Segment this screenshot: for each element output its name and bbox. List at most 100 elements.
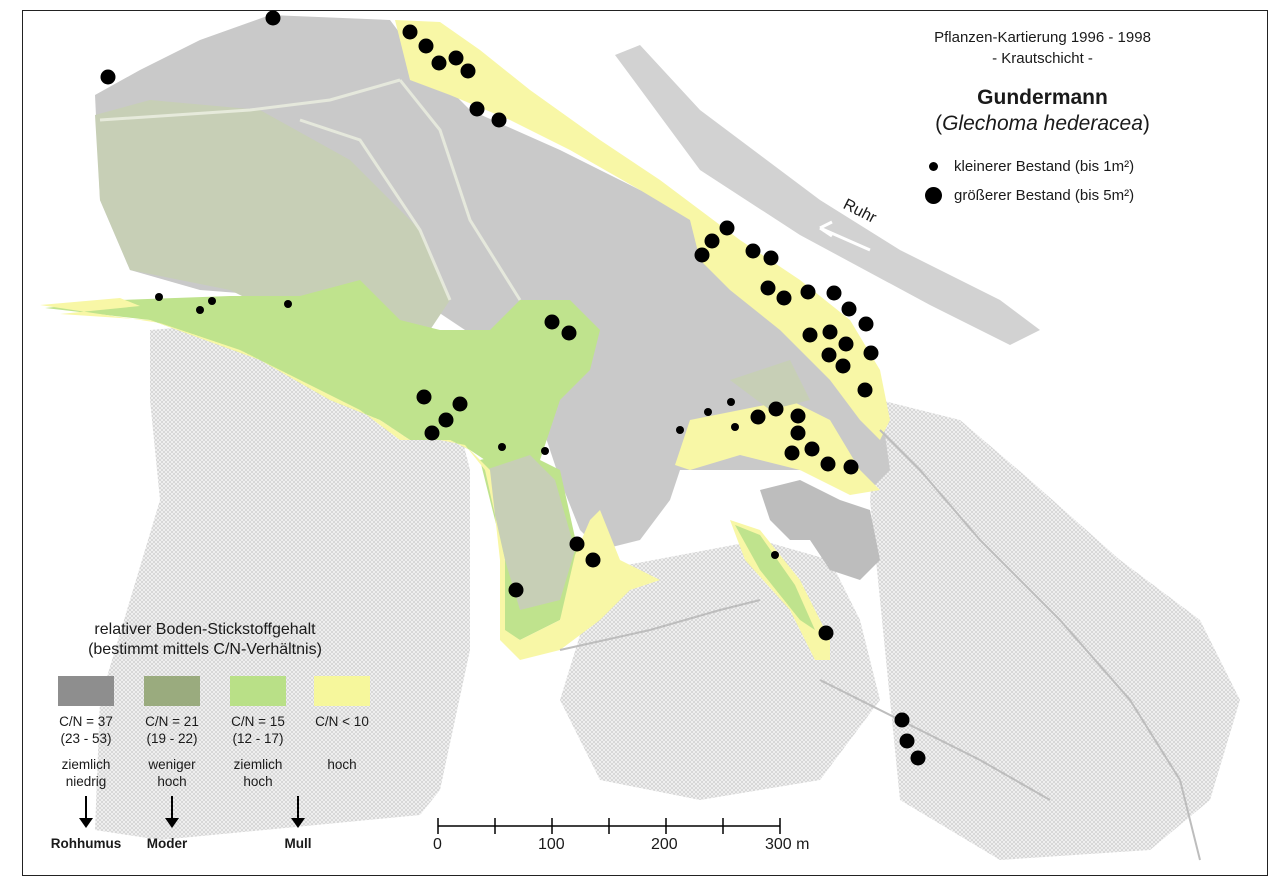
large-occurrence-dot [265,10,281,26]
dot-legend: kleinerer Bestand (bis 1m²) größerer Bes… [920,152,1134,210]
class-2-ratio: C/N = 15 [231,714,285,729]
large-occurrence-dot [694,247,710,263]
humus-moder: Moder [146,836,188,851]
large-occurrence-dot [438,412,454,428]
zone-yellow-west-strip [40,298,660,660]
small-occurrence-dot [155,293,163,301]
large-occurrence-dot [899,733,915,749]
scale-label-100: 100 [538,836,565,853]
arrow-down-icon [291,796,305,828]
large-occurrence-dot [818,625,834,641]
small-occurrence-dot [771,551,779,559]
large-occurrence-dot [460,63,476,79]
river-arrow [819,220,871,252]
roads [559,429,1201,861]
scale-label-200: 200 [651,836,678,853]
large-occurrence-dot [776,290,792,306]
building [760,480,880,580]
small-dot-icon [928,162,938,171]
large-occurrence-dot [100,69,116,85]
large-occurrence-dot [760,280,776,296]
small-occurrence-dot [284,300,292,308]
large-occurrence-dot [418,38,434,54]
humus-mull: Mull [284,836,312,851]
large-occurrence-dot [804,441,820,457]
small-occurrence-dot [541,447,549,455]
scale-label-300: 300 m [765,836,810,853]
nitrogen-legend: relativer Boden-Stickstoffgehalt (bestim… [40,620,400,660]
large-occurrence-dot [704,233,720,249]
species-name: Gundermann [977,86,1108,109]
class-3-ratio: C/N < 10 [315,714,369,729]
swatch-cn15 [230,676,286,706]
large-occurrence-dot [894,712,910,728]
legend-small-dot: kleinerer Bestand (bis 1m²) [920,152,1134,181]
swatch-cn37 [58,676,114,706]
large-occurrence-dot [585,552,601,568]
class-2-desc2: hoch [243,774,273,789]
humus-rohhumus: Rohhumus [50,836,122,851]
occurrence-dots [100,10,926,766]
class-1-desc1: weniger [148,757,196,772]
large-occurrence-dot [416,389,432,405]
class-0-range: (23 - 53) [60,731,112,746]
class-3-desc1: hoch [327,757,357,772]
large-occurrence-dot [910,750,926,766]
river-ruhr [615,45,1040,345]
large-occurrence-dot [790,425,806,441]
zone-olive-south [485,455,575,610]
large-occurrence-dot [448,50,464,66]
large-occurrence-dot [784,445,800,461]
large-occurrence-dot [561,325,577,341]
scale-label-0: 0 [433,836,442,853]
nitrogen-legend-title: relativer Boden-Stickstoffgehalt (bestim… [88,621,322,658]
map-title-block: Pflanzen-Kartierung 1996 - 1998 - Krauts… [905,27,1180,137]
large-occurrence-dot [802,327,818,343]
class-2-range: (12 - 17) [232,731,284,746]
large-occurrence-dot [544,314,560,330]
large-occurrence-dot [452,396,468,412]
large-occurrence-dot [857,382,873,398]
map-title: Pflanzen-Kartierung 1996 - 1998 [934,29,1151,46]
zone-green-west [45,280,600,470]
small-occurrence-dot [208,297,216,305]
class-1-desc2: hoch [157,774,187,789]
large-occurrence-dot [858,316,874,332]
large-occurrence-dot [569,536,585,552]
small-occurrence-dot [498,443,506,451]
species-latin: (Glechoma hederacea) [935,112,1150,135]
large-occurrence-dot [863,345,879,361]
large-occurrence-dot [841,301,857,317]
arrow-down-icon [165,796,179,828]
large-occurrence-dot [763,250,779,266]
large-occurrence-dot [431,55,447,71]
small-occurrence-dot [727,398,735,406]
class-0-desc2: niedrig [65,774,107,789]
hatched-area-southwest [95,318,470,840]
large-occurrence-dot [424,425,440,441]
large-occurrence-dot [800,284,816,300]
map-frame [22,10,1268,876]
swatch-cn10 [314,676,370,706]
large-occurrence-dot [768,401,784,417]
footpaths [99,78,522,301]
class-2-desc1: ziemlich [233,757,283,772]
large-occurrence-dot [820,456,836,472]
hatched-area-southeast [870,400,1240,860]
zone-olive-east [730,360,810,410]
large-occurrence-dot [491,112,507,128]
large-occurrence-dot [719,220,735,236]
large-occurrence-dot [508,582,524,598]
large-occurrence-dot [843,459,859,475]
large-occurrence-dot [402,24,418,40]
small-occurrence-dot [196,306,204,314]
small-occurrence-dot [676,426,684,434]
large-occurrence-dot [745,243,761,259]
swatch-cn21 [144,676,200,706]
large-dot-icon [924,187,942,204]
large-occurrence-dot [826,285,842,301]
class-1-ratio: C/N = 21 [145,714,199,729]
large-occurrence-dot [821,347,837,363]
legend-large-dot: größerer Bestand (bis 5m²) [920,181,1134,210]
